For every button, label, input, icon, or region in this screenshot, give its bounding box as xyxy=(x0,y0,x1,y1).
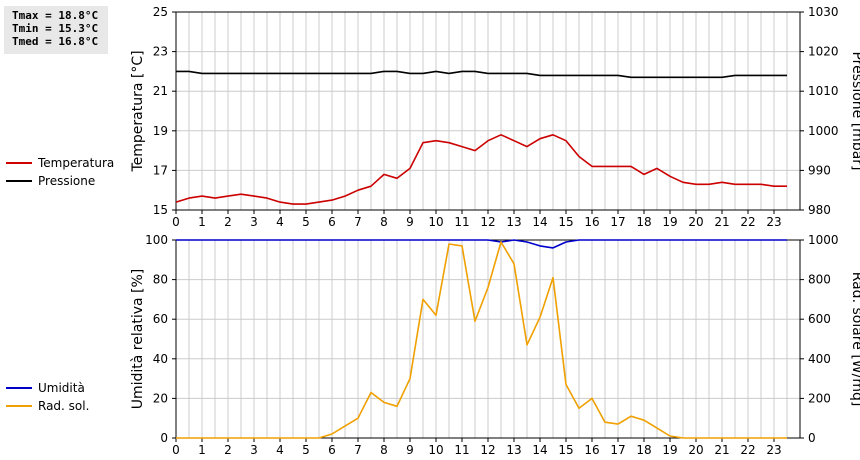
x-tick-label: 19 xyxy=(662,215,677,229)
series-line-pressure xyxy=(176,70,787,79)
x-tick-label: 13 xyxy=(506,215,521,229)
series-line-radiation xyxy=(176,241,787,439)
x-tick-label: 9 xyxy=(406,215,414,229)
x-tick-label: 10 xyxy=(428,443,443,457)
y-left-tick-label: 40 xyxy=(153,352,168,366)
y-right-tick-label: 800 xyxy=(808,273,831,287)
x-tick-label: 0 xyxy=(172,443,180,457)
x-tick-label: 10 xyxy=(428,215,443,229)
stats-box: Tmax = 18.8°C Tmin = 15.3°C Tmed = 16.8°… xyxy=(4,6,108,54)
y-right-tick-label: 1000 xyxy=(808,233,839,247)
y-left-axis-label: Umidità relativa [%] xyxy=(130,269,146,410)
legend-label: Temperatura xyxy=(38,156,115,170)
series-line-humidity xyxy=(176,239,787,249)
y-left-tick-label: 15 xyxy=(153,203,168,217)
y-right-tick-label: 980 xyxy=(808,203,831,217)
x-tick-label: 14 xyxy=(532,215,547,229)
x-tick-label: 4 xyxy=(276,215,284,229)
x-tick-label: 5 xyxy=(302,443,310,457)
y-left-axis-label: Temperatura [°C] xyxy=(130,50,146,172)
x-tick-label: 13 xyxy=(506,443,521,457)
legend-swatch xyxy=(6,180,32,182)
legend-label: Rad. sol. xyxy=(38,399,90,413)
x-tick-label: 7 xyxy=(354,215,362,229)
x-tick-label: 1 xyxy=(198,443,206,457)
y-right-tick-label: 990 xyxy=(808,163,831,177)
stat-tmax: Tmax = 18.8°C xyxy=(12,9,99,22)
legend-top: Temperatura Pressione xyxy=(6,154,114,190)
y-right-tick-label: 400 xyxy=(808,352,831,366)
legend-label: Pressione xyxy=(38,174,96,188)
y-left-tick-label: 19 xyxy=(153,124,168,138)
legend-item-rad-sol: Rad. sol. xyxy=(6,397,89,415)
x-tick-label: 14 xyxy=(532,443,547,457)
legend-swatch xyxy=(6,387,32,389)
x-tick-label: 3 xyxy=(250,215,258,229)
x-tick-label: 23 xyxy=(766,215,781,229)
x-tick-label: 9 xyxy=(406,443,414,457)
x-tick-label: 21 xyxy=(714,443,729,457)
x-tick-label: 18 xyxy=(636,443,651,457)
x-tick-label: 15 xyxy=(558,443,573,457)
x-tick-label: 20 xyxy=(688,215,703,229)
x-tick-label: 1 xyxy=(198,215,206,229)
x-tick-label: 15 xyxy=(558,215,573,229)
x-tick-label: 21 xyxy=(714,215,729,229)
legend-label: Umidità xyxy=(38,381,85,395)
legend-item-pressione: Pressione xyxy=(6,172,114,190)
y-right-tick-label: 1010 xyxy=(808,84,839,98)
y-right-tick-label: 1020 xyxy=(808,45,839,59)
y-right-tick-label: 0 xyxy=(808,431,816,445)
x-tick-label: 11 xyxy=(454,215,469,229)
x-tick-label: 3 xyxy=(250,443,258,457)
y-right-tick-label: 1030 xyxy=(808,5,839,19)
x-tick-label: 0 xyxy=(172,215,180,229)
legend-swatch xyxy=(6,162,32,164)
y-left-tick-label: 23 xyxy=(153,45,168,59)
legend-item-temperatura: Temperatura xyxy=(6,154,114,172)
x-tick-label: 6 xyxy=(328,215,336,229)
x-tick-label: 6 xyxy=(328,443,336,457)
x-tick-label: 5 xyxy=(302,215,310,229)
y-left-tick-label: 25 xyxy=(153,5,168,19)
legend-swatch xyxy=(6,405,32,407)
x-tick-label: 4 xyxy=(276,443,284,457)
x-tick-label: 12 xyxy=(480,215,495,229)
x-tick-label: 18 xyxy=(636,215,651,229)
x-tick-label: 20 xyxy=(688,443,703,457)
y-left-tick-label: 0 xyxy=(160,431,168,445)
x-tick-label: 8 xyxy=(380,443,388,457)
x-tick-label: 2 xyxy=(224,443,232,457)
x-tick-label: 11 xyxy=(454,443,469,457)
x-tick-label: 16 xyxy=(584,443,599,457)
y-left-tick-label: 17 xyxy=(153,163,168,177)
y-left-tick-label: 80 xyxy=(153,273,168,287)
x-tick-label: 16 xyxy=(584,215,599,229)
x-tick-label: 8 xyxy=(380,215,388,229)
y-right-tick-label: 200 xyxy=(808,391,831,405)
y-left-tick-label: 100 xyxy=(145,233,168,247)
stat-tmed: Tmed = 16.8°C xyxy=(12,35,99,48)
legend-item-umidita: Umidità xyxy=(6,379,89,397)
x-tick-label: 2 xyxy=(224,215,232,229)
x-tick-label: 22 xyxy=(740,443,755,457)
y-left-tick-label: 60 xyxy=(153,312,168,326)
x-tick-label: 22 xyxy=(740,215,755,229)
x-tick-label: 17 xyxy=(610,215,625,229)
x-tick-label: 7 xyxy=(354,443,362,457)
x-tick-label: 12 xyxy=(480,443,495,457)
y-left-tick-label: 21 xyxy=(153,84,168,98)
y-right-axis-label: Rad. solare [W/mq] xyxy=(849,272,860,407)
y-right-tick-label: 1000 xyxy=(808,124,839,138)
legend-bottom: Umidità Rad. sol. xyxy=(6,379,89,415)
series-line-temperature xyxy=(175,134,787,205)
x-tick-label: 23 xyxy=(766,443,781,457)
x-tick-label: 19 xyxy=(662,443,677,457)
y-right-tick-label: 600 xyxy=(808,312,831,326)
x-tick-label: 17 xyxy=(610,443,625,457)
stat-tmin: Tmin = 15.3°C xyxy=(12,22,99,35)
y-left-tick-label: 20 xyxy=(153,391,168,405)
y-right-axis-label: Pressione [mbar] xyxy=(849,51,860,170)
